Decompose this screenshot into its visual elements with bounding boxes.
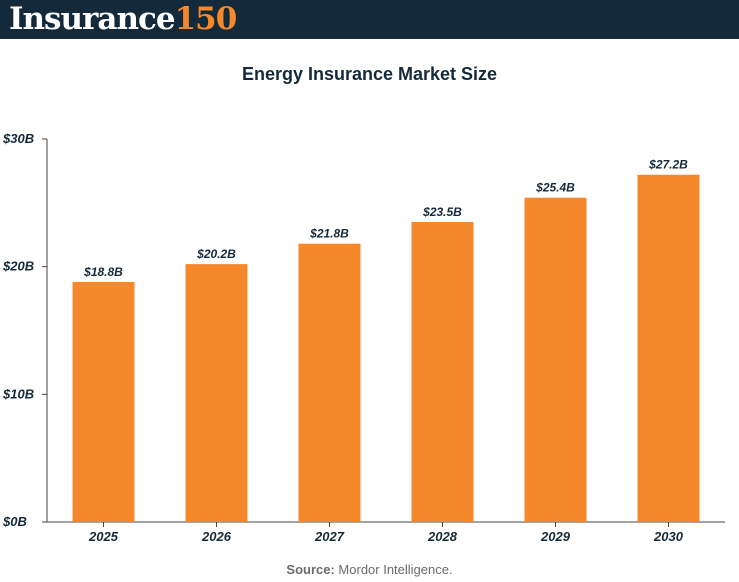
data-label-2026: $20.2B [196, 247, 236, 261]
x-tick-label-2030: 2030 [653, 529, 684, 544]
bar-2029 [524, 197, 587, 522]
insurance150-logo: Insurance150 [9, 0, 238, 39]
bar-2030 [637, 174, 700, 522]
logo-word: Insurance [9, 1, 176, 37]
x-tick-label-2028: 2028 [427, 529, 458, 544]
bar-2027 [298, 243, 361, 523]
source-note: Source: Mordor Intelligence. [0, 562, 739, 577]
data-label-2028: $23.5B [422, 205, 462, 219]
x-tick-label-2025: 2025 [88, 529, 119, 544]
source-text: Mordor Intelligence. [334, 562, 453, 577]
data-label-2025: $18.8B [83, 265, 123, 279]
chart-title: Energy Insurance Market Size [241, 64, 498, 84]
bar-2028 [411, 221, 474, 522]
bar-2025 [72, 281, 135, 522]
brand-header-bar: Insurance150 [0, 0, 739, 39]
logo-number: 150 [174, 1, 238, 37]
data-label-2030: $27.2B [648, 158, 688, 172]
y-tick-label: $0B [2, 514, 27, 529]
chart-labels: $18.8B 2025 $20.2B 2026 $21.8B 2027 $23.5B 2028… [83, 158, 688, 544]
x-tick-label-2027: 2027 [314, 529, 345, 544]
x-tick-label-2026: 2026 [201, 529, 232, 544]
chart-axes: $0B $10B $20B $30B [2, 131, 725, 529]
source-label: Source: [286, 562, 335, 577]
data-label-2027: $21.8B [309, 227, 349, 241]
data-label-2029: $25.4B [535, 181, 575, 195]
y-tick-label: $30B [2, 131, 34, 146]
y-tick-label: $10B [2, 386, 34, 401]
y-tick-label: $20B [2, 259, 34, 274]
x-tick-label-2029: 2029 [540, 529, 571, 544]
chart-bars [72, 174, 700, 523]
bar-2026 [185, 264, 248, 522]
